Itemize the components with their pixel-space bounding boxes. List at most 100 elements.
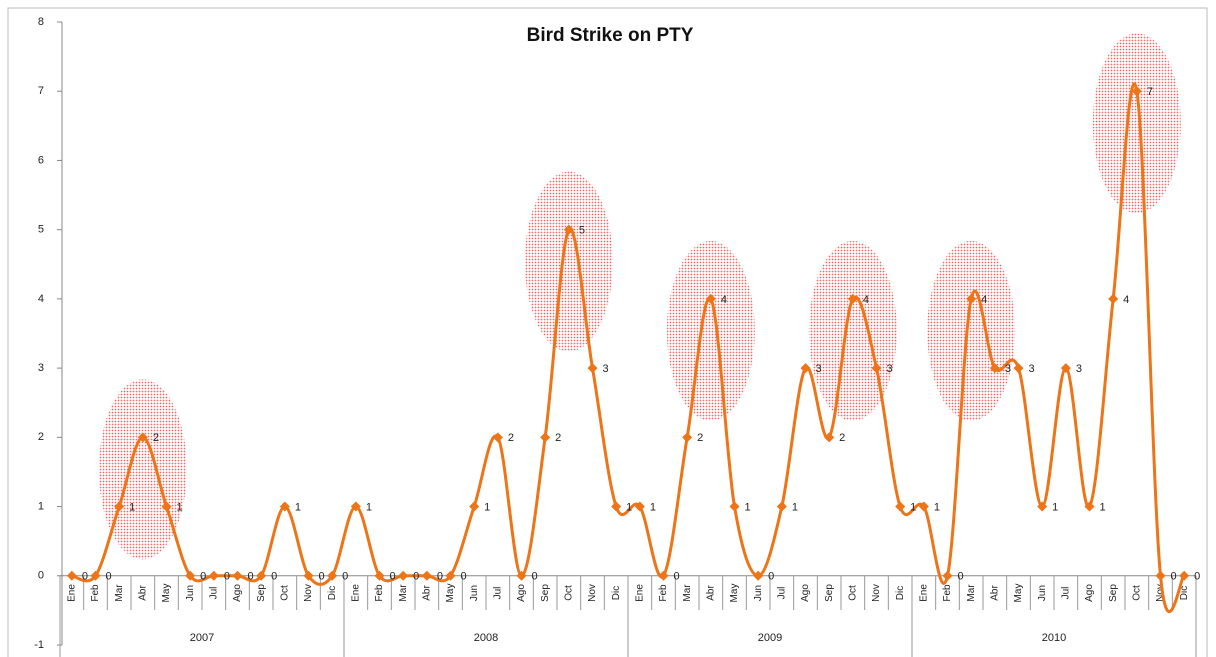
x-tick-label: Ago xyxy=(516,584,527,602)
marker xyxy=(989,363,1000,374)
data-label: 1 xyxy=(484,501,490,513)
data-label: 0 xyxy=(1194,571,1200,583)
x-tick-label: Jun xyxy=(469,585,480,601)
data-label: 1 xyxy=(745,501,751,513)
chart-title: Bird Strike on PTY xyxy=(527,25,694,46)
y-tick-label: 5 xyxy=(38,224,44,236)
x-tick-label: May xyxy=(1013,584,1024,603)
marker xyxy=(469,501,480,512)
highlight xyxy=(927,240,1016,421)
x-tick-label: Oct xyxy=(847,585,858,601)
marker xyxy=(327,570,338,581)
marker xyxy=(90,570,101,581)
y-tick-label: 4 xyxy=(38,293,44,305)
marker xyxy=(966,293,977,304)
x-tick-label: Abr xyxy=(137,585,148,601)
data-label: 4 xyxy=(1123,294,1129,306)
x-tick-label: Sep xyxy=(824,584,835,602)
marker xyxy=(776,501,787,512)
marker xyxy=(279,501,290,512)
marker xyxy=(256,570,267,581)
y-tick-label: 8 xyxy=(38,16,44,28)
x-tick-label: Dic xyxy=(895,586,906,600)
x-tick-label: Nov xyxy=(1155,584,1166,602)
line xyxy=(71,82,1186,614)
marker xyxy=(1131,86,1142,97)
data-label: 0 xyxy=(342,571,348,583)
data-label: 1 xyxy=(650,501,656,513)
marker xyxy=(161,501,172,512)
chart-border xyxy=(7,7,1208,657)
data-label: 5 xyxy=(579,225,585,237)
x-tick-label: Jun xyxy=(1037,585,1048,601)
data-label: 0 xyxy=(674,571,680,583)
data-label: 1 xyxy=(366,501,372,513)
group-label: 2009 xyxy=(758,632,782,644)
highlight xyxy=(98,379,187,560)
marker xyxy=(1155,570,1166,581)
x-tick-label: Ene xyxy=(634,584,645,602)
x-tick-label: Ene xyxy=(350,584,361,602)
marker xyxy=(516,570,527,581)
marker xyxy=(1013,363,1024,374)
x-tick-label: Abr xyxy=(989,585,1000,601)
marker xyxy=(847,293,858,304)
data-label: 1 xyxy=(934,501,940,513)
data-label: 0 xyxy=(200,571,206,583)
marker xyxy=(1060,363,1071,374)
marker xyxy=(753,570,764,581)
x-tick-label: Oct xyxy=(1131,585,1142,601)
data-label: 0 xyxy=(319,571,325,583)
x-tick-label: Jun xyxy=(753,585,764,601)
marker xyxy=(1037,501,1048,512)
data-label: 0 xyxy=(106,571,112,583)
x-tick-label: Ago xyxy=(800,584,811,602)
x-tick-label: Ene xyxy=(66,584,77,602)
marker xyxy=(114,501,125,512)
marker xyxy=(871,363,882,374)
marker xyxy=(895,501,906,512)
data-label: 1 xyxy=(129,501,135,513)
data-label: 2 xyxy=(839,432,845,444)
marker xyxy=(66,570,77,581)
x-tick-label: May xyxy=(729,584,740,603)
marker xyxy=(682,432,693,443)
x-tick-label: Nov xyxy=(303,584,314,602)
x-tick-label: Mar xyxy=(966,584,977,602)
data-label: 2 xyxy=(555,432,561,444)
y-tick-label: -1 xyxy=(34,639,44,651)
x-tick-label: Jul xyxy=(492,587,503,600)
marker xyxy=(492,432,503,443)
group-label: 2008 xyxy=(474,632,498,644)
data-label: 3 xyxy=(603,363,609,375)
data-label: 1 xyxy=(910,501,916,513)
x-tick-label: Jul xyxy=(776,587,787,600)
x-tick-label: Ago xyxy=(1084,584,1095,602)
y-tick-label: 6 xyxy=(38,154,44,166)
marker xyxy=(563,224,574,235)
data-label: 4 xyxy=(981,294,987,306)
x-tick-label: Oct xyxy=(279,585,290,601)
x-tick-label: Feb xyxy=(658,584,669,602)
marker xyxy=(611,501,622,512)
data-label: 0 xyxy=(437,571,443,583)
x-tick-label: Ene xyxy=(918,584,929,602)
y-tick-label: 7 xyxy=(38,85,44,97)
marker xyxy=(729,501,740,512)
x-tick-label: Sep xyxy=(540,584,551,602)
marker xyxy=(303,570,314,581)
data-label: 7 xyxy=(1147,86,1153,98)
x-tick-label: Dic xyxy=(1179,586,1190,600)
x-tick-label: Oct xyxy=(563,585,574,601)
marker xyxy=(800,363,811,374)
data-label: 0 xyxy=(271,571,277,583)
data-label: 0 xyxy=(248,571,254,583)
x-tick-label: Mar xyxy=(114,584,125,602)
data-label: 3 xyxy=(1029,363,1035,375)
marker xyxy=(587,363,598,374)
marker xyxy=(658,570,669,581)
x-tick-label: Mar xyxy=(682,584,693,602)
data-label: 0 xyxy=(390,571,396,583)
highlight xyxy=(666,240,755,421)
